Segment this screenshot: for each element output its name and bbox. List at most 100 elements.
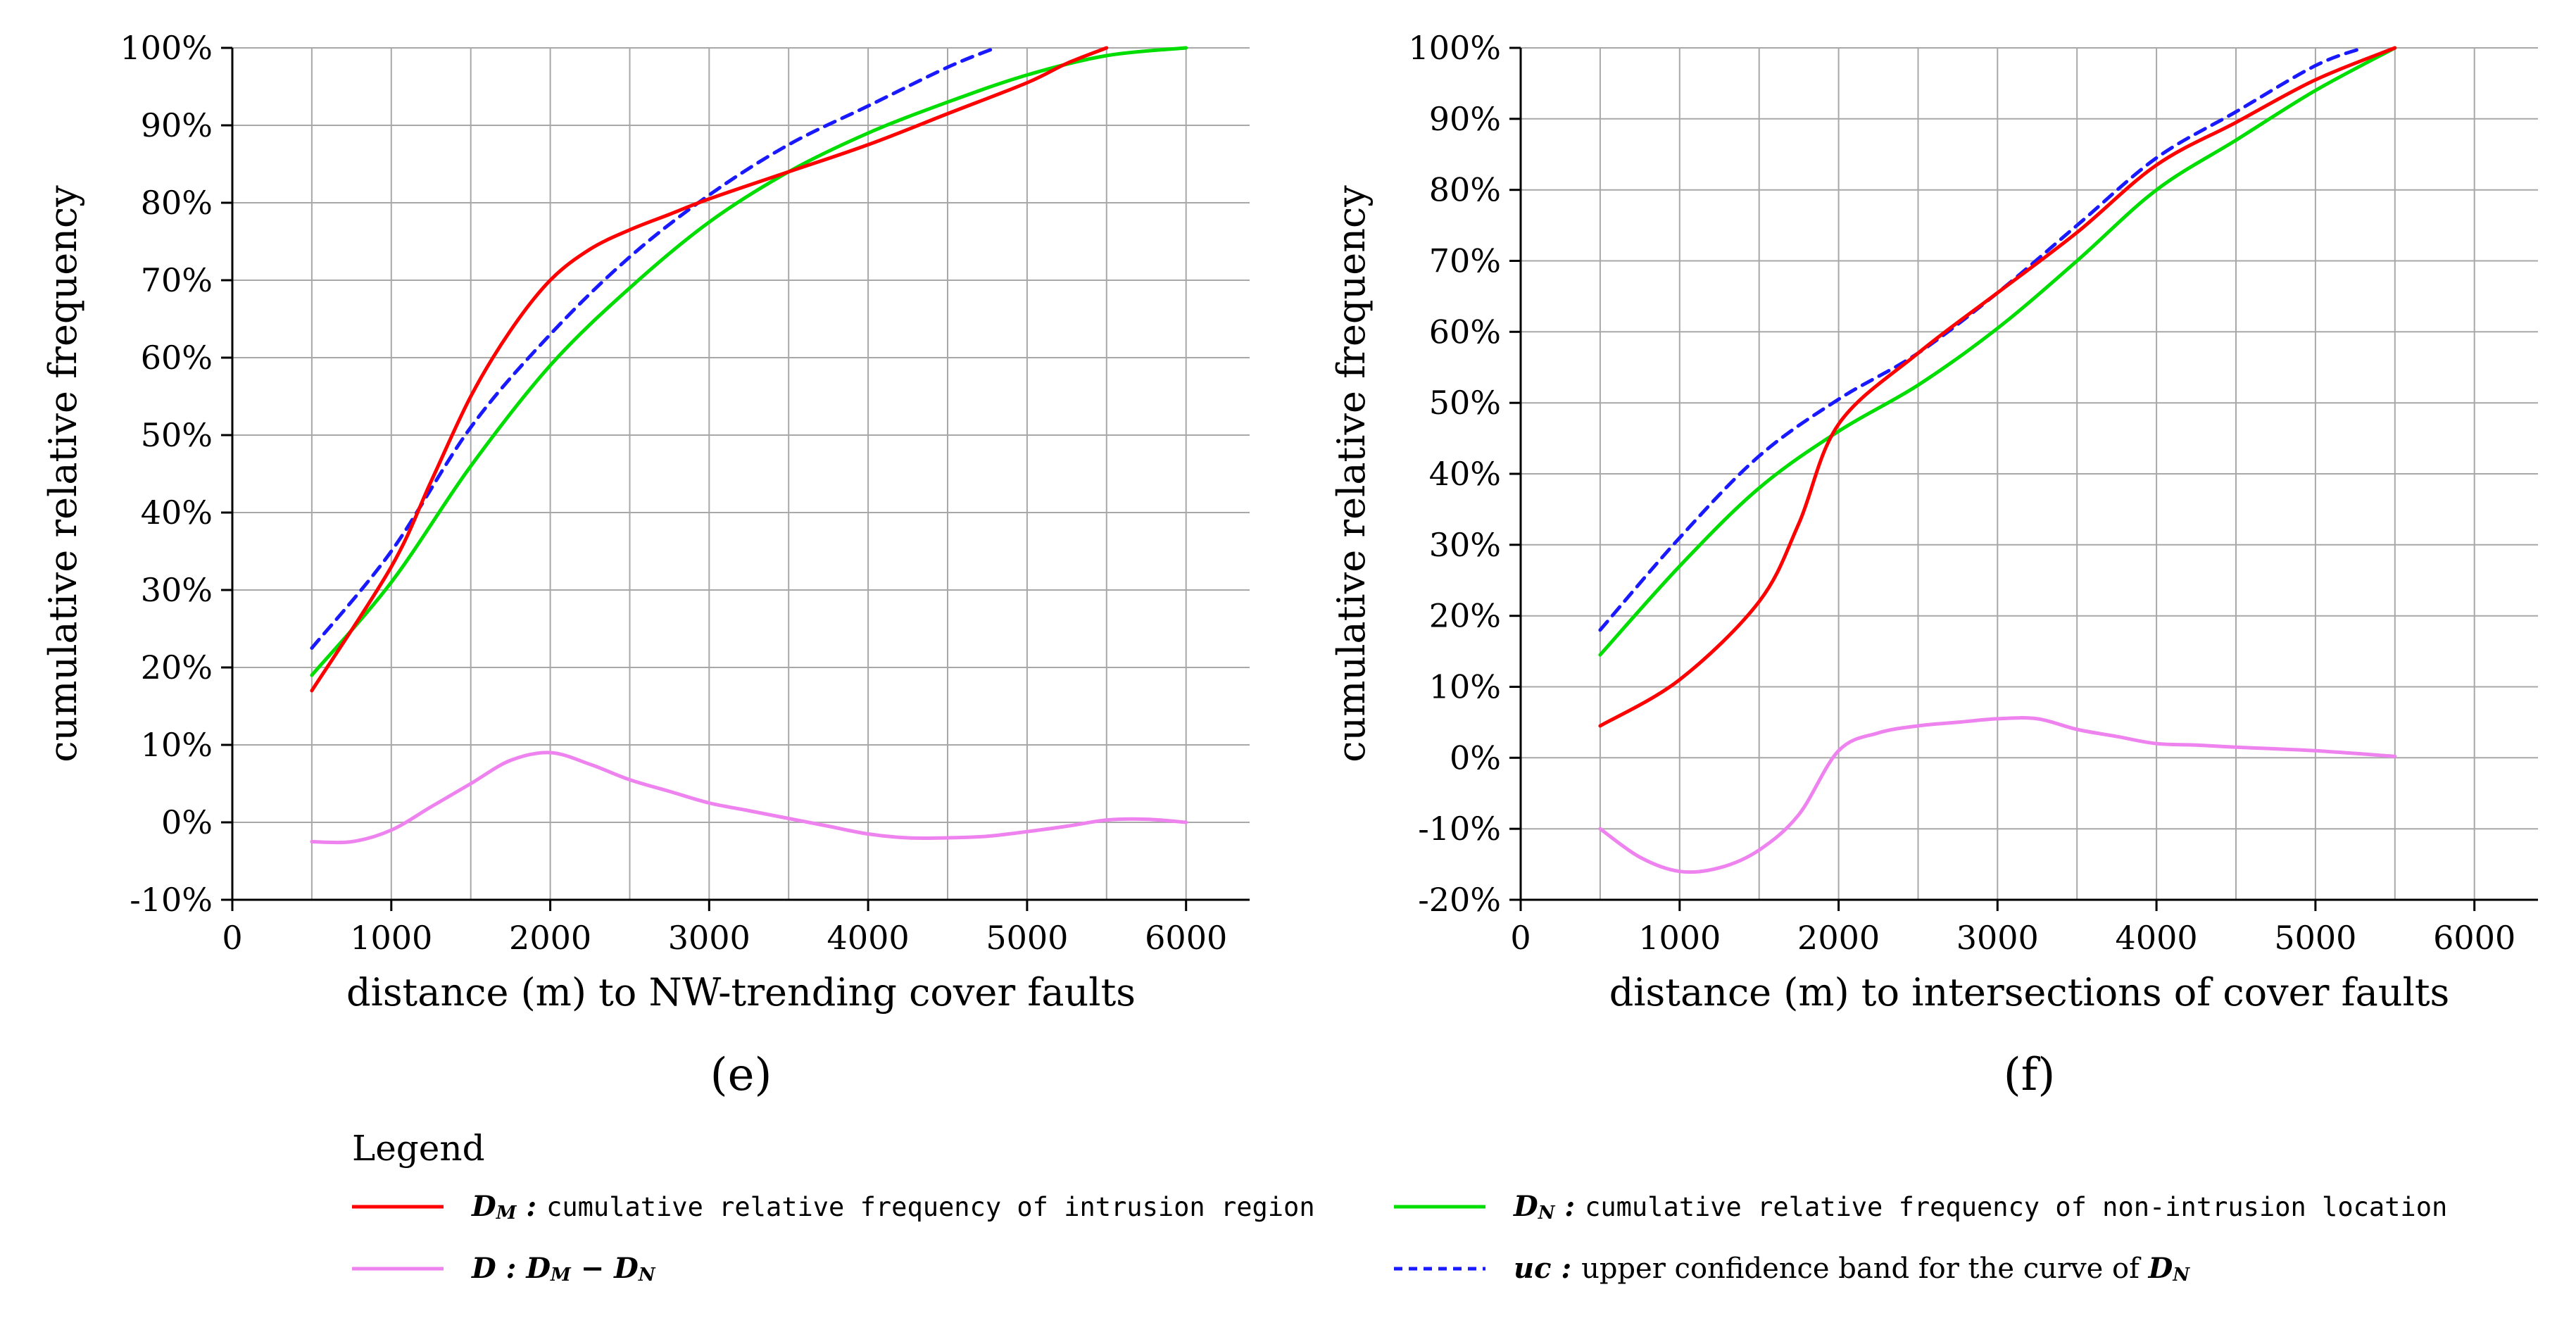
- y-tick-label: 20%: [141, 648, 213, 686]
- y-tick-label: 0%: [1450, 739, 1501, 777]
- legend-label-dm: DM : cumulative relative frequency of in…: [472, 1190, 1315, 1224]
- series-dm-line: [1598, 46, 2397, 728]
- legend-label-part: N: [2173, 1264, 2190, 1286]
- legend-label-part: :: [1551, 1252, 1582, 1286]
- axes: [221, 46, 1250, 911]
- chart-f: -20% -10% 0% 10% 20% 30% 40% 50% 60% 70% 80% 90% 100…: [1309, 4, 2570, 1126]
- series-dn-line: [310, 46, 1188, 677]
- y-tick-label: 40%: [1429, 455, 1501, 493]
- legend-title: Legend: [352, 1128, 485, 1169]
- legend-label-part: M: [551, 1264, 571, 1286]
- x-tick-labels: 0 1000 2000 3000 4000 5000 6000: [1510, 919, 2515, 957]
- legend-entry-d: D : DM − DN: [352, 1252, 1394, 1286]
- legend-line-sample-dn: [1394, 1205, 1485, 1209]
- legend-label-part: uc: [1514, 1252, 1552, 1286]
- legend-line-sample-uc: [1394, 1267, 1485, 1271]
- legend-label-part: N: [1538, 1203, 1555, 1224]
- x-axis-title: distance (m) to NW-trending cover faults: [346, 970, 1136, 1015]
- series: [1598, 46, 2397, 874]
- series-dm-line: [310, 46, 1109, 693]
- legend-label-d: D : DM − DN: [472, 1252, 655, 1286]
- y-tick-label: 100%: [1408, 29, 1501, 67]
- y-tick-label: 20%: [1429, 597, 1501, 635]
- y-tick-label: 30%: [141, 571, 213, 609]
- legend-entry-uc: uc : upper confidence band for the curve…: [1394, 1252, 2520, 1286]
- charts-row: -10% 0% 10% 20% 30% 40% 50% 60% 70% 80% 90% 100% 0 10…: [21, 4, 2570, 1126]
- series-d-line: [1598, 716, 2397, 874]
- y-tick-label: 60%: [1429, 313, 1501, 351]
- legend-label-part: N: [638, 1264, 655, 1286]
- legend-label-part: :: [1554, 1190, 1585, 1223]
- x-tick-labels: 0 1000 2000 3000 4000 5000 6000: [222, 919, 1227, 957]
- legend-line-sample-dm: [352, 1205, 444, 1209]
- chart-e: -10% 0% 10% 20% 30% 40% 50% 60% 70% 80% 90% 100% 0 10…: [21, 4, 1281, 1126]
- chart-svg: -20% -10% 0% 10% 20% 30% 40% 50% 60% 70% 80% 90% 100…: [1329, 29, 2538, 1101]
- y-tick-label: 70%: [141, 261, 213, 299]
- series-d-line: [310, 751, 1188, 845]
- series-dn-line: [1598, 46, 2397, 657]
- x-tick-label: 1000: [1638, 919, 1721, 957]
- legend-label-part: D: [614, 1252, 639, 1286]
- legend: Legend DM : cumulative relative frequenc…: [352, 1128, 2576, 1286]
- x-tick-label: 5000: [2274, 919, 2356, 957]
- legend-label-part: D: [526, 1252, 551, 1286]
- y-tick-labels: -20% -10% 0% 10% 20% 30% 40% 50% 60% 70% 80% 90% 100…: [1408, 29, 1501, 919]
- x-tick-label: 2000: [1797, 919, 1880, 957]
- y-tick-label: 0%: [161, 803, 213, 841]
- gridlines: [232, 47, 1250, 900]
- legend-entry-dn: DN : cumulative relative frequency of no…: [1394, 1190, 2520, 1224]
- legend-label-part: cumulative relative frequency of intrusi…: [546, 1192, 1315, 1222]
- x-tick-label: 5000: [986, 919, 1068, 957]
- legend-line-sample-d: [352, 1267, 444, 1271]
- x-tick-label: 0: [222, 919, 242, 957]
- axes: [1509, 46, 2538, 911]
- y-tick-label: 70%: [1429, 242, 1501, 280]
- legend-label-part: D: [1514, 1190, 1538, 1223]
- legend-label-part: D: [472, 1252, 496, 1286]
- y-axis-title: cumulative relative frequency: [1329, 185, 1374, 762]
- x-tick-label: 2000: [509, 919, 591, 957]
- y-tick-label: 90%: [1429, 100, 1501, 138]
- legend-grid: DM : cumulative relative frequency of in…: [352, 1190, 2576, 1286]
- y-tick-label: -20%: [1418, 881, 1501, 919]
- x-tick-label: 0: [1510, 919, 1531, 957]
- y-tick-label: 10%: [141, 726, 213, 764]
- legend-label-part: :: [496, 1252, 527, 1286]
- series: [310, 46, 1188, 845]
- x-tick-label: 6000: [2433, 919, 2515, 957]
- y-tick-label: 100%: [120, 29, 213, 67]
- y-tick-label: 60%: [141, 339, 213, 377]
- legend-label-part: :: [516, 1190, 547, 1223]
- x-tick-label: 1000: [350, 919, 432, 957]
- y-axis-title: cumulative relative frequency: [41, 185, 85, 762]
- y-tick-label: 80%: [1429, 171, 1501, 209]
- chart-svg: -10% 0% 10% 20% 30% 40% 50% 60% 70% 80% 90% 100% 0 10…: [41, 29, 1250, 1101]
- y-tick-label: 30%: [1429, 526, 1501, 564]
- chart-caption: (e): [710, 1049, 772, 1101]
- legend-label-part: D: [472, 1190, 496, 1223]
- chart-caption: (f): [2004, 1049, 2056, 1101]
- y-tick-label: -10%: [130, 881, 213, 919]
- x-tick-label: 4000: [2116, 919, 2198, 957]
- legend-label-part: cumulative relative frequency of non-int…: [1585, 1192, 2448, 1222]
- y-tick-label: 50%: [141, 416, 213, 454]
- y-tick-label: 50%: [1429, 384, 1501, 422]
- y-tick-label: 40%: [141, 494, 213, 532]
- y-tick-label: 90%: [141, 106, 213, 144]
- x-tick-label: 3000: [668, 919, 750, 957]
- y-tick-label: 80%: [141, 184, 213, 222]
- y-tick-labels: -10% 0% 10% 20% 30% 40% 50% 60% 70% 80% 90% 100%: [120, 29, 213, 919]
- x-tick-label: 6000: [1145, 919, 1227, 957]
- y-tick-label: -10%: [1418, 810, 1501, 848]
- x-tick-label: 4000: [827, 919, 910, 957]
- legend-label-part: upper confidence band for the curve of: [1581, 1253, 2149, 1286]
- legend-label-uc: uc : upper confidence band for the curve…: [1514, 1252, 2189, 1286]
- gridlines: [1521, 47, 2538, 900]
- series-uc-line: [310, 46, 998, 650]
- legend-label-dn: DN : cumulative relative frequency of no…: [1514, 1190, 2447, 1224]
- legend-label-part: D: [2148, 1252, 2173, 1286]
- x-tick-label: 3000: [1956, 919, 2039, 957]
- legend-label-part: −: [570, 1252, 615, 1286]
- legend-entry-dm: DM : cumulative relative frequency of in…: [352, 1190, 1394, 1224]
- legend-label-part: M: [496, 1203, 517, 1224]
